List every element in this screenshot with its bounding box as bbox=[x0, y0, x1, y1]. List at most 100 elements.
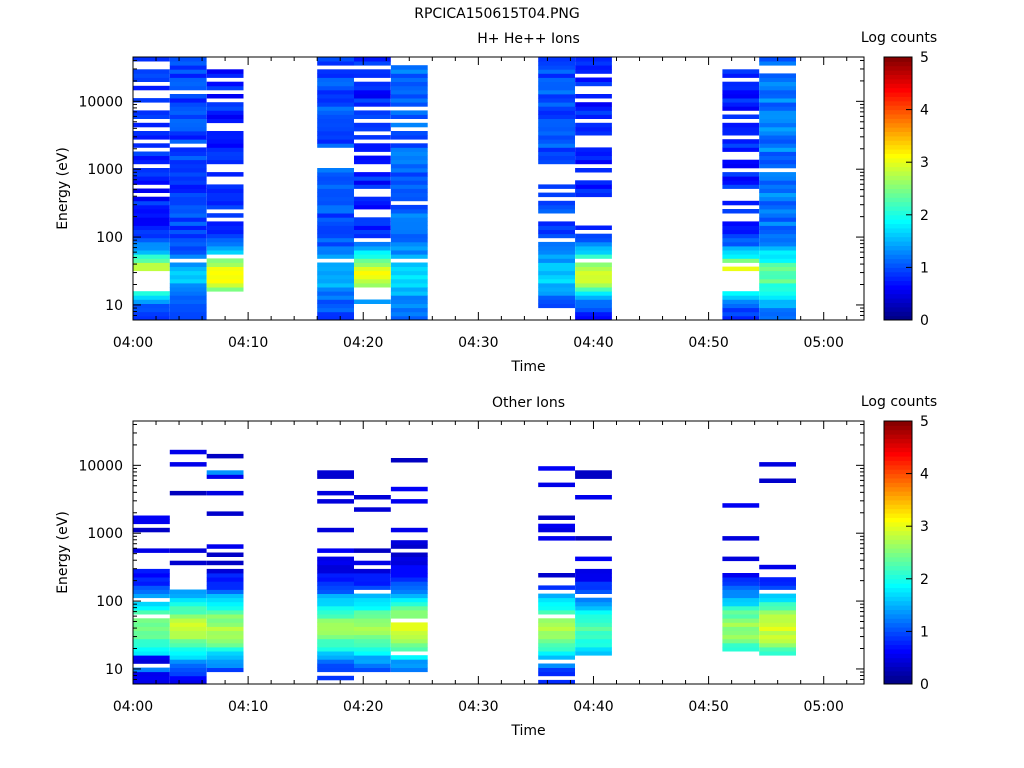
spectrogram-cell bbox=[169, 168, 207, 173]
spectrogram-cell bbox=[575, 638, 612, 644]
spectrogram-cell bbox=[538, 118, 575, 124]
spectrogram-cell bbox=[206, 213, 244, 218]
spectrogram-cell bbox=[759, 159, 796, 165]
colorbar-segment bbox=[884, 192, 912, 198]
spectrogram-cell bbox=[722, 647, 760, 652]
spectrogram-cell bbox=[169, 213, 207, 218]
spectrogram-cell bbox=[169, 262, 207, 267]
spectrogram-cell bbox=[133, 213, 170, 218]
spectrogram-cell bbox=[354, 630, 391, 636]
spectrogram-cell bbox=[390, 266, 428, 272]
spectrogram-cell bbox=[722, 601, 760, 607]
spectrogram-cell bbox=[206, 262, 244, 267]
spectrogram-cell bbox=[169, 593, 207, 599]
spectrogram-cell bbox=[575, 131, 612, 136]
spectrogram-cell bbox=[354, 663, 391, 668]
spectrogram-cell bbox=[538, 225, 575, 230]
spectrogram-cell bbox=[133, 622, 170, 627]
spectrogram-cell bbox=[206, 589, 244, 594]
spectrogram-cell bbox=[575, 192, 612, 198]
spectrogram-cell bbox=[538, 209, 575, 214]
colorbar-segment bbox=[884, 491, 912, 497]
spectrogram-cell bbox=[538, 85, 575, 91]
spectrogram-cell bbox=[133, 172, 170, 177]
spectrogram-cell bbox=[759, 221, 796, 226]
figure-title: RPCICA150615T04.PNG bbox=[414, 6, 579, 22]
spectrogram-cell bbox=[575, 303, 612, 309]
spectrogram-cell bbox=[538, 200, 575, 206]
spectrogram-cell bbox=[759, 81, 796, 87]
spectrogram-cell bbox=[317, 241, 354, 247]
spectrogram-cell bbox=[133, 69, 170, 74]
spectrogram-cell bbox=[317, 209, 354, 214]
spectrogram-cell bbox=[538, 94, 575, 99]
colorbar-segment bbox=[884, 87, 912, 93]
spectrogram-cell bbox=[169, 307, 207, 313]
spectrogram-cell bbox=[575, 225, 612, 230]
spectrogram-cell bbox=[722, 258, 760, 263]
colorbar-segment bbox=[884, 534, 912, 540]
colorbar-segment bbox=[884, 591, 912, 597]
spectrogram-cell bbox=[169, 287, 207, 292]
x-tick-label: 04:20 bbox=[343, 699, 383, 715]
spectrogram-cell bbox=[317, 94, 354, 99]
spectrogram-cell bbox=[538, 593, 575, 599]
spectrogram-cell bbox=[133, 605, 170, 611]
spectrogram-cell bbox=[390, 610, 428, 615]
spectrogram-cell bbox=[206, 151, 244, 156]
spectrogram-cell bbox=[538, 274, 575, 280]
colorbar-segment bbox=[884, 96, 912, 102]
spectrogram-cell bbox=[759, 642, 796, 648]
spectrogram-cell bbox=[575, 295, 612, 300]
spectrogram-cell bbox=[354, 98, 391, 103]
spectrogram-cell bbox=[206, 85, 244, 91]
spectrogram-cell bbox=[133, 180, 170, 185]
spectrogram-cell bbox=[575, 184, 612, 189]
spectrogram-cell bbox=[390, 556, 428, 562]
spectrogram-cell bbox=[759, 581, 796, 586]
spectrogram-cell bbox=[133, 585, 170, 590]
colorbar-segment bbox=[884, 609, 912, 615]
spectrogram-cell bbox=[169, 659, 207, 664]
scan-column bbox=[317, 57, 354, 321]
spectrogram-cell bbox=[133, 85, 170, 91]
spectrogram-cell bbox=[317, 250, 354, 255]
spectrogram-cell bbox=[575, 274, 612, 280]
spectrogram-cell bbox=[759, 61, 796, 66]
spectrogram-cell bbox=[169, 85, 207, 91]
spectrogram-cell bbox=[354, 573, 391, 578]
spectrogram-cell bbox=[169, 560, 207, 566]
scan-column bbox=[759, 57, 796, 321]
spectrogram-cell bbox=[169, 667, 207, 673]
spectrogram-cell bbox=[575, 573, 612, 578]
spectrogram-cell bbox=[133, 98, 170, 103]
colorbar-segment bbox=[884, 254, 912, 260]
spectrogram-cell bbox=[390, 614, 428, 619]
spectrogram-cell bbox=[354, 114, 391, 119]
scan-column bbox=[538, 57, 575, 309]
spectrogram-cell bbox=[317, 614, 354, 619]
spectrogram-cell bbox=[575, 577, 612, 582]
spectrogram-cell bbox=[206, 270, 244, 276]
spectrogram-cell bbox=[538, 601, 575, 607]
spectrogram-cell bbox=[133, 155, 170, 161]
spectrogram-cell bbox=[206, 659, 244, 664]
spectrogram-cell bbox=[759, 225, 796, 230]
spectrogram-cell bbox=[390, 638, 428, 644]
spectrogram-cell bbox=[169, 274, 207, 280]
spectrogram-cell bbox=[390, 98, 428, 103]
spectrogram-cell bbox=[538, 638, 575, 644]
spectrogram-cell bbox=[722, 81, 760, 87]
spectrogram-cell bbox=[169, 679, 207, 685]
spectrogram-cell bbox=[317, 81, 354, 87]
y-tick-label: 10000 bbox=[78, 458, 123, 474]
spectrogram-cell bbox=[354, 73, 391, 78]
spectrogram-cell bbox=[575, 110, 612, 115]
spectrogram-cell bbox=[722, 577, 760, 582]
colorbar-tick-label: 5 bbox=[920, 50, 929, 66]
spectrogram-cell bbox=[390, 299, 428, 304]
spectrogram-cell bbox=[575, 266, 612, 272]
spectrogram-cell bbox=[133, 204, 170, 210]
spectrogram-cell bbox=[759, 155, 796, 161]
spectrogram-cell bbox=[317, 102, 354, 107]
